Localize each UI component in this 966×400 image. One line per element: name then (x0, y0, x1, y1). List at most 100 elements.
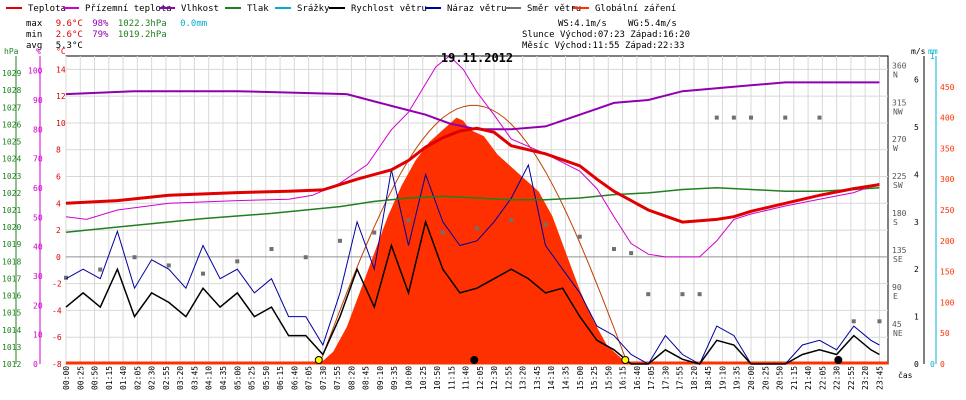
x-tick-label: 22:05 (818, 366, 827, 390)
humidity-tick-label: 70 (33, 155, 43, 164)
stats-avg-row: avg 5.3°C (26, 41, 83, 51)
legend-label: Rychlost větru (351, 4, 427, 14)
wind-dir-point (783, 115, 788, 120)
pressure-tick-label: 1027 (2, 103, 21, 112)
wind-speed-line (65, 219, 880, 365)
wind-dir-tick-direction: E (893, 292, 898, 301)
wind-dir-tick-direction: W (893, 144, 898, 153)
x-tick-label: 04:10 (205, 366, 214, 390)
sunset-marker (621, 356, 630, 364)
wind-dir-tick-direction: SE (893, 255, 903, 264)
legend-swatch (6, 6, 22, 9)
humidity-tick-label: 60 (33, 184, 43, 193)
x-tick-label: 10:50 (433, 366, 442, 390)
x-tick-label: 16:15 (619, 366, 628, 390)
legend-item: Srážky (275, 4, 330, 14)
wind-dir-tick-label: 135 (892, 246, 907, 255)
humidity-tick-label: 50 (33, 213, 43, 222)
x-axis-unit: čas (898, 370, 913, 380)
wind-tick-label: 2 (914, 265, 919, 274)
pressure-tick-label: 1020 (2, 223, 21, 232)
x-tick-label: 06:40 (290, 366, 299, 390)
x-tick-label: 09:35 (390, 366, 399, 390)
ground-temperature-line (65, 55, 880, 258)
humidity-tick-label: 100 (28, 67, 43, 76)
legend-swatch (505, 6, 521, 9)
x-tick-label: 08:20 (347, 366, 356, 390)
wind-dir-tick-direction: NE (893, 329, 903, 338)
temperature-line (65, 126, 880, 224)
x-tick-label: 12:55 (504, 366, 513, 390)
pressure-tick-label: 1024 (2, 155, 21, 164)
wind-dir-point (877, 319, 882, 324)
rain-tick-label: 1 (930, 52, 935, 61)
stats-max-temp: 9.6°C (55, 19, 83, 29)
legend-swatch (275, 6, 291, 9)
x-tick-label: 17:05 (647, 366, 656, 390)
wind-dir-tick-label: 225 (892, 172, 907, 181)
pressure-tick-label: 1013 (2, 343, 21, 352)
stats-min-temp: 2.6°C (55, 30, 83, 40)
wind-tick-label: 1 (914, 313, 919, 322)
pressure-tick-label: 1028 (2, 86, 21, 95)
x-tick-label: 14:35 (561, 366, 570, 390)
x-tick-label: 17:55 (676, 366, 685, 390)
x-tick-label: 03:20 (176, 366, 185, 390)
wind-tick-label: 6 (914, 76, 919, 85)
wind-dir-point (509, 218, 514, 223)
wind-dir-point (731, 115, 736, 120)
x-tick-label: 15:25 (590, 366, 599, 390)
wind-tick-label: 4 (914, 170, 919, 179)
pressure-axis-unit: hPa (4, 47, 19, 56)
x-tick-label: 11:15 (447, 366, 456, 390)
x-tick-label: 09:10 (376, 366, 385, 390)
stats-avg-label: avg (26, 41, 43, 51)
humidity-axis-unit: % (36, 47, 41, 56)
legend-item: Směr větru (505, 4, 581, 14)
wind-tick-label: 0 (914, 360, 919, 369)
x-tick-label: 20:00 (747, 366, 756, 390)
wind-dir-point (697, 292, 702, 297)
stats-min-label: min (26, 30, 43, 40)
wind-dir-point (64, 275, 68, 280)
x-tick-label: 06:15 (276, 366, 285, 390)
temperature-tick-label: -6 (52, 333, 62, 342)
wind-dir-tick-label: 270 (892, 135, 907, 144)
humidity-tick-label: 90 (33, 96, 43, 105)
wind-dir-point (817, 115, 822, 120)
x-tick-label: 23:20 (861, 366, 870, 390)
x-tick-label: 19:10 (718, 366, 727, 390)
pressure-tick-label: 1026 (2, 120, 21, 129)
wind-tick-label: 3 (914, 218, 919, 227)
stats-min-hum: 79% (92, 30, 109, 40)
pressure-tick-label: 1012 (2, 360, 21, 369)
x-tick-label: 15:50 (604, 366, 613, 390)
humidity-tick-label: 20 (33, 301, 43, 310)
x-tick-label: 21:15 (790, 366, 799, 390)
legend-swatch (329, 6, 345, 9)
x-tick-label: 07:05 (305, 366, 314, 390)
wind-dir-point (851, 319, 856, 324)
stats-min-row: min 2.6°C 79% 1019.2hPa (26, 30, 167, 40)
legend-item: Vlhkost (159, 4, 219, 14)
x-tick-label: 22:30 (833, 366, 842, 390)
sun-set: Západ:16:20 (630, 30, 690, 40)
legend-swatch (573, 6, 589, 9)
radiation-tick-label: 400 (940, 114, 955, 123)
x-tick-label: 13:20 (519, 366, 528, 390)
legend-item: Náraz větru (425, 4, 507, 14)
stats-avg-temp: 5.3°C (55, 41, 83, 51)
legend-item: Tlak (225, 4, 269, 14)
legend: Teplota Přízemní teplota Vlhkost Tlak Srážky… (6, 4, 956, 16)
legend-item: Teplota (6, 4, 66, 14)
wind-dir-point (166, 263, 171, 268)
x-tick-label: 13:45 (533, 366, 542, 390)
legend-swatch (63, 6, 79, 9)
temperature-tick-label: 14 (56, 65, 66, 74)
x-tick-label: 21:40 (804, 366, 813, 390)
stats-max-press: 1022.3hPa (117, 19, 167, 29)
radiation-area (319, 117, 628, 364)
temperature-tick-label: -4 (52, 306, 62, 315)
x-tick-label: 18:20 (690, 366, 699, 390)
